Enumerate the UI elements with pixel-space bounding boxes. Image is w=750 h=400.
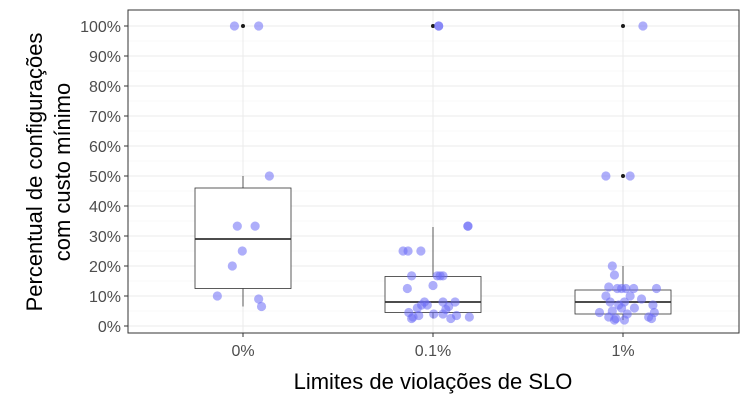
- data-point: [264, 171, 274, 181]
- data-point: [438, 271, 448, 281]
- data-point: [619, 315, 630, 325]
- y-tick-label: 100%: [80, 19, 121, 36]
- data-point: [237, 246, 247, 256]
- y-axis-title-line-1: Percentual de configurações: [22, 33, 47, 312]
- data-point: [250, 221, 260, 231]
- y-axis-title-line-2: com custo mínimo: [50, 83, 75, 262]
- data-point: [434, 21, 444, 31]
- points-layer: [212, 21, 662, 325]
- outlier-point: [621, 24, 625, 28]
- data-point: [605, 297, 615, 307]
- data-point: [422, 300, 432, 310]
- data-point: [254, 294, 264, 304]
- x-axis-title: Limites de violações de SLO: [294, 369, 573, 394]
- data-point: [212, 291, 222, 301]
- data-point: [403, 246, 413, 256]
- data-point: [638, 21, 648, 31]
- x-tick-label: 1%: [611, 343, 634, 360]
- data-point: [629, 303, 640, 313]
- data-point: [446, 313, 456, 324]
- data-point: [464, 312, 474, 322]
- data-point: [609, 270, 620, 280]
- y-tick-label: 40%: [89, 199, 121, 216]
- x-tick-label: 0%: [231, 343, 254, 360]
- data-point: [648, 300, 658, 310]
- x-axis-ticks: 0% 0.1% 1%: [231, 333, 635, 360]
- y-axis-ticks: 0% 10% 20% 30% 40% 50% 60% 70% 80% 90% 100%: [80, 19, 128, 336]
- x-tick-label: 0.1%: [415, 343, 451, 360]
- data-point: [616, 303, 627, 313]
- data-point: [229, 21, 240, 31]
- data-point: [607, 261, 617, 271]
- data-point: [450, 297, 460, 307]
- outlier-point: [241, 24, 245, 28]
- data-point: [646, 313, 657, 324]
- y-tick-label: 20%: [89, 259, 121, 276]
- data-point: [256, 301, 267, 312]
- data-point: [438, 309, 448, 319]
- data-point: [594, 307, 605, 318]
- data-point: [625, 291, 635, 301]
- data-point: [407, 271, 417, 281]
- data-point: [407, 313, 417, 324]
- y-tick-label: 70%: [89, 109, 121, 126]
- data-point: [402, 283, 412, 294]
- data-point: [625, 171, 635, 181]
- data-point: [429, 309, 439, 319]
- outlier-point: [431, 24, 435, 28]
- data-point: [651, 283, 662, 294]
- y-tick-label: 10%: [89, 289, 121, 306]
- y-tick-label: 50%: [89, 169, 121, 186]
- data-point: [227, 261, 237, 271]
- data-point: [428, 280, 438, 291]
- y-tick-label: 60%: [89, 139, 121, 156]
- data-point: [601, 171, 611, 181]
- data-point: [621, 283, 631, 294]
- outlier-point: [621, 174, 625, 178]
- data-point: [636, 294, 647, 304]
- data-point: [629, 283, 639, 294]
- y-tick-label: 30%: [89, 229, 121, 246]
- y-tick-label: 80%: [89, 79, 121, 96]
- y-tick-label: 90%: [89, 49, 121, 66]
- major-gridlines: [128, 10, 739, 333]
- data-point: [412, 303, 422, 313]
- data-point: [232, 221, 242, 231]
- data-point: [254, 21, 264, 31]
- y-tick-label: 0%: [98, 319, 121, 336]
- data-point: [463, 221, 473, 231]
- data-point: [604, 282, 614, 292]
- data-point: [416, 246, 426, 256]
- data-point: [609, 315, 620, 325]
